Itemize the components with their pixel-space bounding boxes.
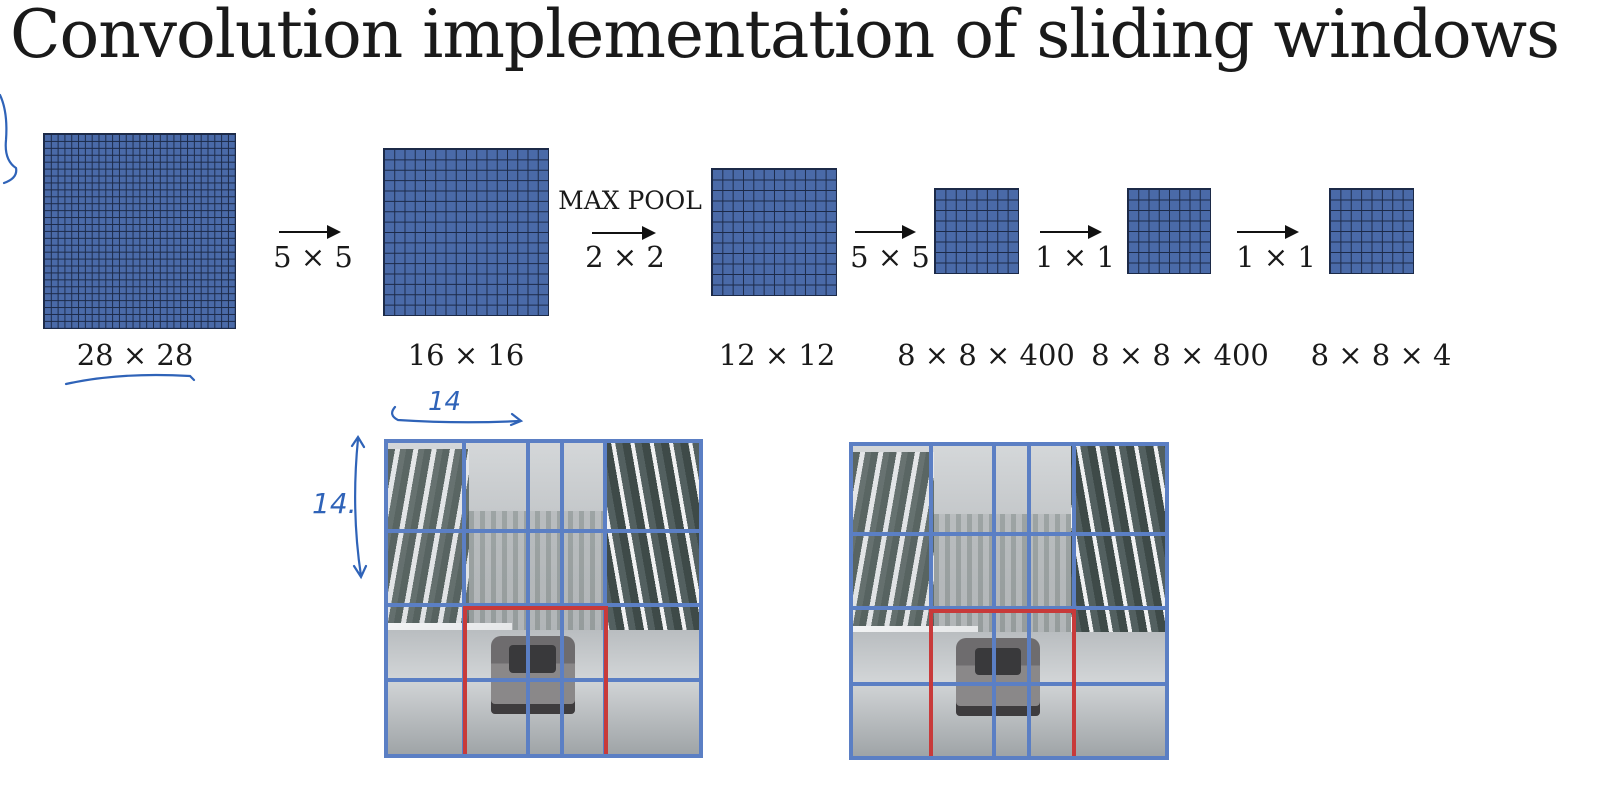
car-image-left xyxy=(384,439,703,758)
op-label-pool-2x2: 2 × 2 xyxy=(585,240,665,274)
layer-grid-16x16 xyxy=(383,148,549,316)
grid-line xyxy=(853,606,1165,610)
car-window xyxy=(509,645,556,674)
grid-line xyxy=(1027,446,1031,756)
detection-window xyxy=(929,609,1076,756)
arrow-icon xyxy=(855,225,916,239)
grid-line xyxy=(992,446,996,756)
grid-line xyxy=(462,443,466,754)
layer-label-8x8x400-b: 8 × 8 × 400 xyxy=(1091,338,1269,372)
grid-line xyxy=(388,529,699,533)
op-label-conv-5x5-b: 5 × 5 xyxy=(850,240,930,274)
height-arrow-icon xyxy=(350,434,368,580)
height-note: 14. xyxy=(312,487,357,520)
grid-line xyxy=(603,443,607,754)
brace-mark-icon xyxy=(0,93,18,185)
grid-line xyxy=(1072,446,1076,756)
grid-line xyxy=(388,678,699,682)
layer-label-28x28: 28 × 28 xyxy=(76,338,194,372)
grid-line xyxy=(929,446,933,756)
trees-left xyxy=(388,449,469,643)
slide-title: Convolution implementation of sliding wi… xyxy=(10,0,1560,73)
width-note: 14 xyxy=(428,387,461,417)
arrow-icon xyxy=(1237,225,1299,239)
car-image-right xyxy=(849,442,1169,760)
layer-label-8x8x4: 8 × 8 × 4 xyxy=(1310,338,1452,372)
arrow-icon xyxy=(279,225,341,239)
arrow-icon xyxy=(592,226,656,240)
grid-line xyxy=(853,532,1165,536)
op-label-conv-1x1-a: 1 × 1 xyxy=(1035,240,1115,274)
op-label-conv-5x5: 5 × 5 xyxy=(273,240,353,274)
detection-window xyxy=(463,606,608,754)
grid-line xyxy=(560,443,564,754)
layer-grid-12x12 xyxy=(711,168,837,296)
layer-label-16x16: 16 × 16 xyxy=(407,338,525,372)
trees-left xyxy=(853,452,935,645)
grid-line xyxy=(388,603,699,607)
layer-grid-8x8x4 xyxy=(1329,188,1414,274)
arrow-icon xyxy=(1040,225,1102,239)
layer-grid-8x8x400-a xyxy=(934,188,1019,274)
layer-label-12x12: 12 × 12 xyxy=(718,338,836,372)
layer-grid-28x28 xyxy=(43,133,236,329)
width-arrow-icon xyxy=(391,405,524,427)
layer-grid-8x8x400-b xyxy=(1127,188,1211,274)
op-title-max-pool: MAX POOL xyxy=(558,186,702,215)
grid-line xyxy=(853,682,1165,686)
underline-mark-icon xyxy=(64,373,196,386)
grid-line xyxy=(526,443,530,754)
car-window xyxy=(974,647,1022,676)
layer-label-8x8x400-a: 8 × 8 × 400 xyxy=(897,338,1075,372)
op-label-conv-1x1-b: 1 × 1 xyxy=(1236,240,1316,274)
